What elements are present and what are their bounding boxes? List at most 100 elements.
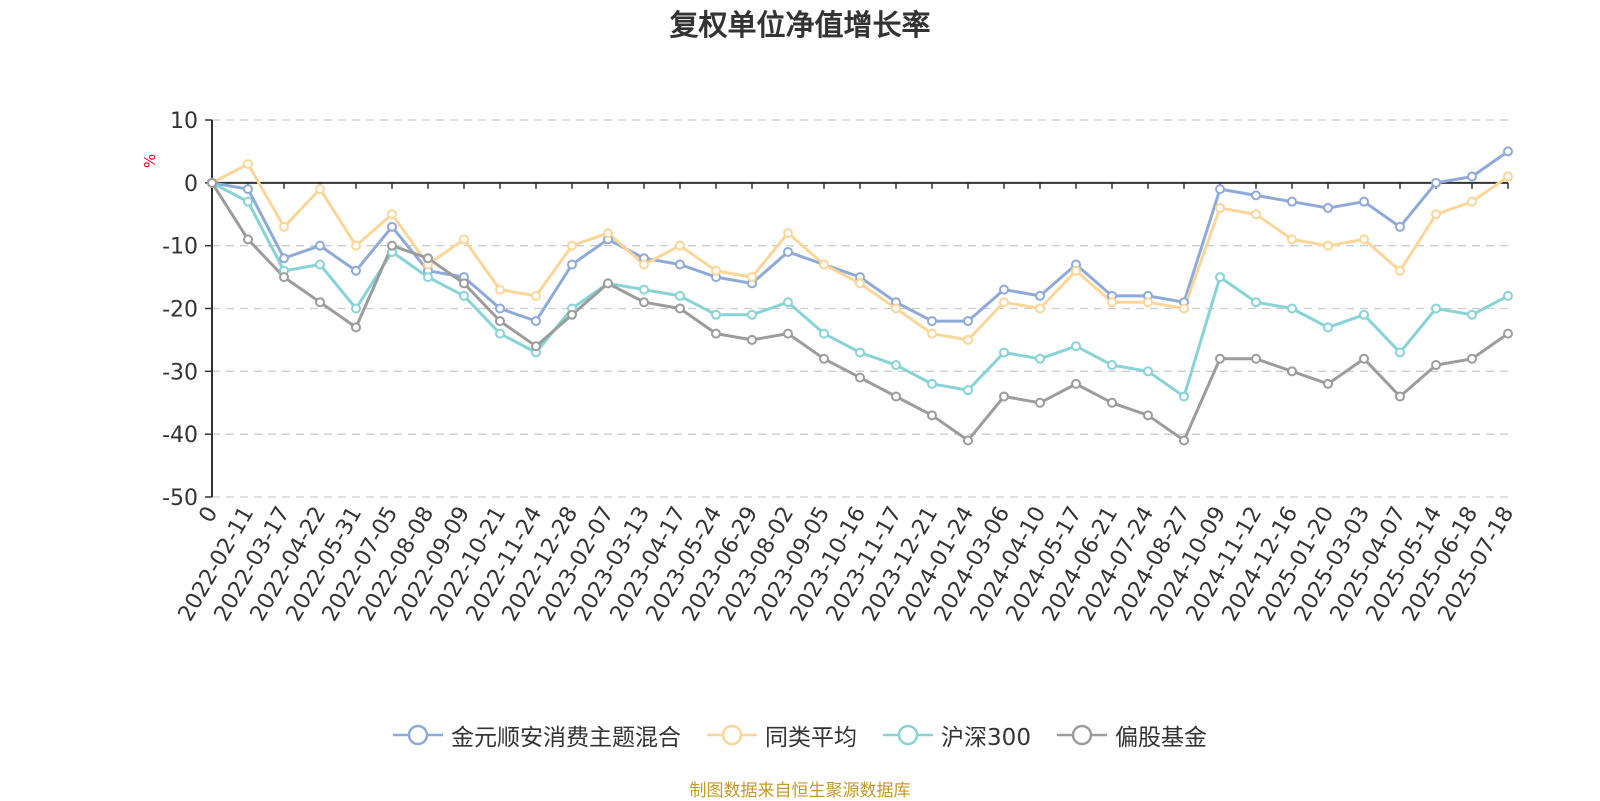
data-point bbox=[315, 297, 325, 308]
legend-label: 金元顺安消费主题混合 bbox=[451, 725, 682, 751]
data-point bbox=[1323, 202, 1333, 213]
data-point bbox=[963, 316, 973, 327]
y-axis-unit: % bbox=[141, 154, 159, 168]
data-point bbox=[927, 410, 937, 421]
data-point bbox=[459, 234, 469, 245]
data-point bbox=[603, 278, 613, 289]
data-point bbox=[1215, 202, 1225, 213]
data-point bbox=[1179, 303, 1189, 314]
data-point bbox=[1467, 309, 1477, 320]
data-point bbox=[963, 435, 973, 446]
grid-lines bbox=[212, 119, 1508, 498]
data-point bbox=[783, 246, 793, 257]
data-point bbox=[1431, 303, 1441, 314]
data-point bbox=[1323, 322, 1333, 333]
data-point bbox=[1251, 209, 1261, 220]
data-point bbox=[495, 284, 505, 295]
data-point bbox=[639, 284, 649, 295]
line-chart: 100-10-20-30-40-50%02022-02-112022-03-17… bbox=[141, 109, 1519, 626]
legend-item-3[interactable]: 偏股基金 bbox=[1056, 718, 1207, 752]
data-point bbox=[963, 385, 973, 396]
data-point bbox=[1395, 265, 1405, 276]
data-point bbox=[1215, 184, 1225, 195]
data-point bbox=[531, 316, 541, 327]
legend-line-circle-icon bbox=[393, 724, 444, 746]
data-point bbox=[963, 334, 973, 345]
data-point bbox=[1431, 177, 1441, 188]
data-point bbox=[1251, 353, 1261, 364]
data-point bbox=[423, 272, 433, 283]
data-point bbox=[639, 297, 649, 308]
data-point bbox=[1395, 347, 1405, 358]
data-point bbox=[243, 196, 253, 207]
data-point bbox=[1251, 297, 1261, 308]
data-point bbox=[927, 316, 937, 327]
data-point bbox=[1503, 290, 1513, 301]
data-point bbox=[1287, 366, 1297, 377]
data-point bbox=[243, 184, 253, 195]
data-point bbox=[747, 309, 757, 320]
data-point bbox=[999, 297, 1009, 308]
data-point bbox=[1071, 265, 1081, 276]
data-point bbox=[819, 328, 829, 339]
data-point bbox=[1107, 297, 1117, 308]
data-point bbox=[711, 309, 721, 320]
legend-label: 偏股基金 bbox=[1114, 725, 1207, 751]
legend-line-circle-icon bbox=[1056, 724, 1107, 746]
data-point bbox=[1431, 209, 1441, 220]
legend-item-0[interactable]: 金元顺安消费主题混合 bbox=[393, 718, 681, 752]
y-tick-label: 10 bbox=[170, 109, 198, 134]
data-point bbox=[1035, 290, 1045, 301]
data-point bbox=[999, 391, 1009, 402]
data-point bbox=[387, 209, 397, 220]
data-point bbox=[351, 265, 361, 276]
data-point bbox=[747, 272, 757, 283]
data-point bbox=[1035, 353, 1045, 364]
data-point bbox=[639, 259, 649, 270]
data-point bbox=[999, 284, 1009, 295]
y-tick-label: 0 bbox=[184, 172, 198, 197]
data-point bbox=[243, 234, 253, 245]
data-point bbox=[711, 265, 721, 276]
data-point bbox=[567, 240, 577, 251]
data-point bbox=[459, 278, 469, 289]
source-note: 制图数据来自恒生聚源数据库 bbox=[689, 781, 911, 801]
y-tick-label: -40 bbox=[162, 423, 198, 448]
data-point bbox=[1143, 410, 1153, 421]
chart-legend: 金元顺安消费主题混合 同类平均 沪深300 偏股基金 bbox=[0, 718, 1600, 752]
y-tick-label: -50 bbox=[162, 486, 198, 511]
data-point bbox=[819, 259, 829, 270]
data-point bbox=[855, 278, 865, 289]
y-tick-label: -30 bbox=[162, 360, 198, 385]
data-point bbox=[1107, 360, 1117, 371]
data-point bbox=[1395, 221, 1405, 232]
data-point bbox=[1143, 297, 1153, 308]
series-lines bbox=[210, 149, 1510, 442]
data-point bbox=[567, 309, 577, 320]
data-point bbox=[1215, 272, 1225, 283]
data-point bbox=[531, 341, 541, 352]
data-point bbox=[1287, 196, 1297, 207]
data-point bbox=[1359, 196, 1369, 207]
data-point bbox=[783, 297, 793, 308]
data-point bbox=[1287, 303, 1297, 314]
data-point bbox=[1035, 303, 1045, 314]
data-point bbox=[351, 322, 361, 333]
data-point bbox=[855, 347, 865, 358]
data-point bbox=[675, 303, 685, 314]
x-tick-label: 0 bbox=[195, 503, 224, 528]
data-point bbox=[279, 272, 289, 283]
data-point bbox=[783, 328, 793, 339]
axes: 100-10-20-30-40-50%02022-02-112022-03-17… bbox=[141, 109, 1519, 626]
legend-item-2[interactable]: 沪深300 bbox=[883, 718, 1031, 752]
legend-label: 同类平均 bbox=[765, 725, 858, 751]
y-tick-label: -10 bbox=[162, 235, 198, 260]
data-point bbox=[1143, 366, 1153, 377]
data-point bbox=[387, 240, 397, 251]
data-point bbox=[675, 259, 685, 270]
legend-item-1[interactable]: 同类平均 bbox=[707, 718, 857, 752]
data-point bbox=[1323, 378, 1333, 389]
legend-line-circle-icon bbox=[707, 724, 758, 746]
series-line-2 bbox=[210, 181, 1510, 398]
data-point bbox=[1359, 309, 1369, 320]
